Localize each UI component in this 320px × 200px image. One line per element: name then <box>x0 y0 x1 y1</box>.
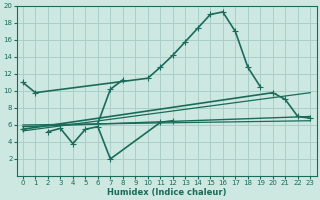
X-axis label: Humidex (Indice chaleur): Humidex (Indice chaleur) <box>107 188 226 197</box>
